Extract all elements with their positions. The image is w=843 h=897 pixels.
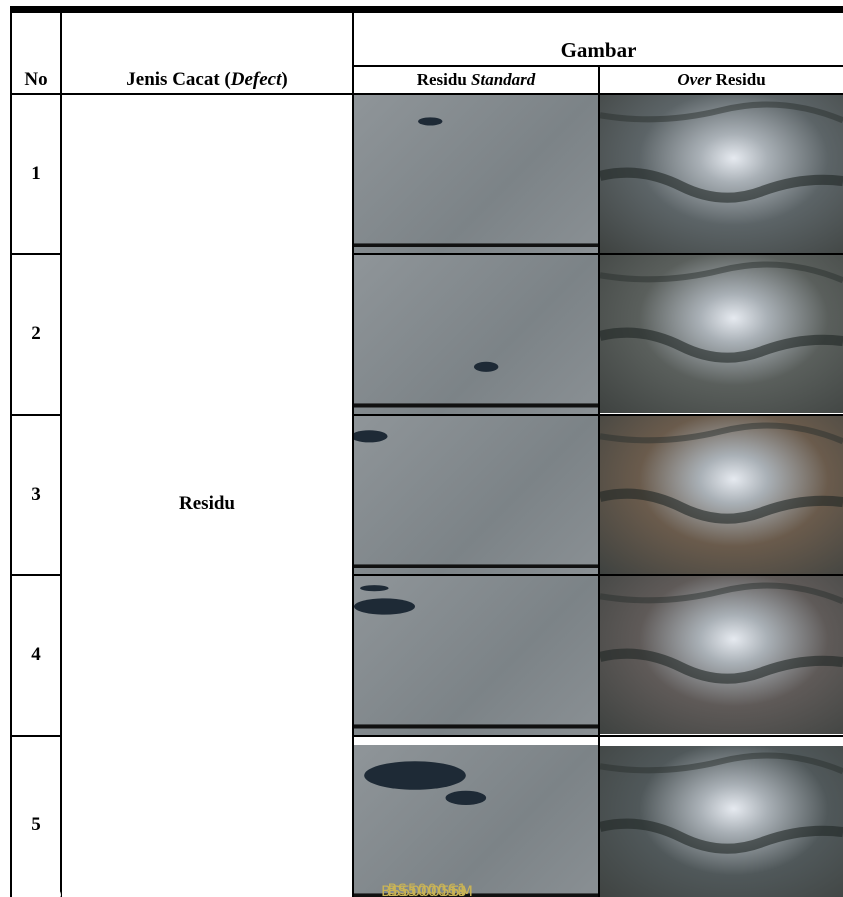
standard-photo-cell: BS601005: [353, 254, 599, 415]
photo: BS600022: [354, 576, 598, 735]
photo: BS600022M: [354, 745, 598, 897]
row-number-text: 4: [31, 644, 41, 665]
header-text: Residu: [716, 70, 766, 89]
defect-table: No Jenis Cacat (Defect) Gambar Residu St…: [10, 6, 843, 897]
photo: BS500059: [600, 576, 843, 734]
header-standard: Residu Standard: [353, 66, 599, 94]
page: No Jenis Cacat (Defect) Gambar Residu St…: [0, 0, 843, 897]
header-text: Residu: [417, 70, 467, 89]
header-text: No: [24, 69, 47, 90]
row-number: 5: [11, 736, 61, 897]
photo: BS5000612 kali penyetopan produksi: [600, 746, 843, 897]
defect-cell: Residu: [61, 94, 353, 897]
standard-photo-cell: BS601004M: [353, 94, 599, 255]
header-text: Jenis Cacat (: [126, 69, 230, 90]
row-number-text: 3: [31, 484, 41, 505]
photo: BS601005: [354, 255, 598, 414]
header-text: Standard: [471, 70, 535, 89]
photo-label: BS500061: [11, 882, 843, 897]
header-no: No: [11, 10, 61, 94]
standard-photo-cell: BS600022: [353, 575, 599, 736]
row-number: 2: [11, 254, 61, 415]
header-text: Over: [677, 70, 711, 89]
row-number-text: 5: [31, 814, 41, 835]
over-photo-cell: BS5000612 kali penyetopan produksi: [599, 736, 843, 897]
header-text: Defect: [231, 69, 282, 90]
photo: BS600021M: [354, 416, 598, 575]
header-text: ): [281, 69, 287, 90]
header-text: Gambar: [561, 38, 637, 62]
row-number: 3: [11, 415, 61, 576]
row-number: 1: [11, 94, 61, 255]
over-photo-cell: BS500059: [599, 575, 843, 736]
row-number-text: 1: [31, 163, 41, 184]
over-photo-cell: BS500058: [599, 415, 843, 576]
row-number-text: 2: [31, 323, 41, 344]
header-over: Over Residu: [599, 66, 843, 94]
header-defect: Jenis Cacat (Defect): [61, 10, 353, 94]
photo: BS500058: [600, 416, 843, 574]
photo: BS601004M: [354, 95, 598, 254]
photo: BS500055M: [600, 95, 843, 253]
standard-photo-cell: BS600021M: [353, 415, 599, 576]
defect-text: Residu: [179, 493, 235, 514]
over-photo-cell: BS500056M: [599, 254, 843, 415]
header-gambar: Gambar: [353, 10, 843, 66]
row-number: 4: [11, 575, 61, 736]
over-photo-cell: BS500055M: [599, 94, 843, 255]
standard-photo-cell: BS600022M: [353, 736, 599, 897]
photo: BS500056M: [600, 255, 843, 413]
